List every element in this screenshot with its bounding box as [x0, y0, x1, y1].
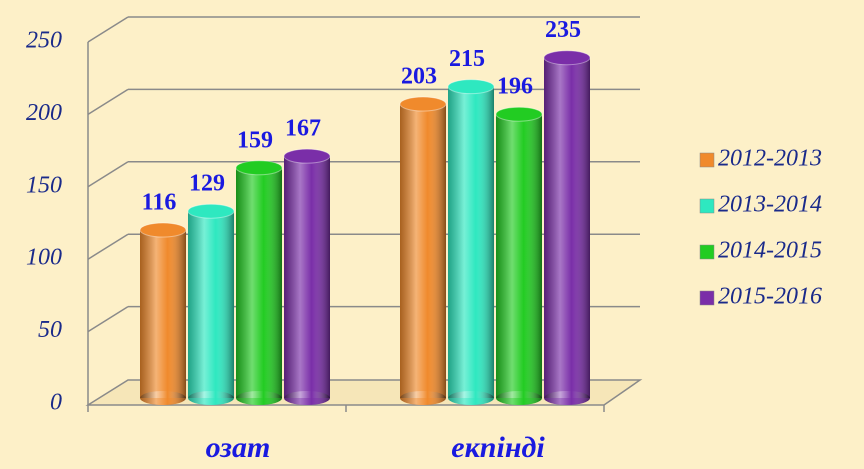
- value-label: 215: [449, 46, 485, 72]
- bar-shade: [236, 167, 282, 398]
- legend-swatch: [699, 244, 715, 260]
- value-label: 235: [545, 17, 581, 43]
- bar-shade: [544, 57, 590, 398]
- bar-shade: [140, 230, 186, 398]
- bar: [399, 96, 447, 405]
- bar: [447, 79, 495, 405]
- x-tick-label: екпінді: [451, 431, 545, 464]
- bar-shade: [188, 211, 234, 398]
- bar-shade: [448, 86, 494, 399]
- y-tick-label: 100: [26, 245, 62, 271]
- bar-bottom-shade: [236, 391, 282, 405]
- y-tick-label: 250: [26, 28, 62, 54]
- y-tick-label: 200: [26, 100, 62, 126]
- value-label: 159: [237, 127, 273, 153]
- legend-label: 2015-2016: [718, 284, 822, 310]
- bar-shade: [496, 114, 542, 398]
- value-label: 196: [497, 74, 533, 100]
- bar-bottom-shade: [140, 391, 186, 405]
- bar-top: [139, 222, 187, 238]
- bar: [543, 50, 591, 405]
- bar-bottom-shade: [544, 391, 590, 405]
- bar-top: [447, 79, 495, 95]
- value-label: 203: [401, 64, 437, 90]
- value-label: 167: [285, 116, 321, 142]
- grid-segment: [87, 16, 129, 43]
- bar-top: [399, 96, 447, 112]
- bar-bottom-shade: [448, 391, 494, 405]
- bar-top: [495, 106, 543, 122]
- bar-shade: [284, 156, 330, 398]
- bar-bottom-shade: [188, 391, 234, 405]
- bar: [187, 203, 235, 405]
- x-tick-label: озат: [206, 431, 271, 464]
- grid-line: [87, 16, 640, 43]
- y-tick-label: 50: [38, 317, 62, 343]
- bar: [235, 160, 283, 405]
- bar-top: [235, 160, 283, 176]
- bar-top: [187, 203, 235, 219]
- legend-swatch: [699, 290, 715, 306]
- y-tick-label: 0: [50, 390, 62, 416]
- legend-label: 2013-2014: [718, 192, 822, 218]
- value-label: 129: [189, 171, 225, 197]
- legend-label: 2014-2015: [718, 238, 822, 264]
- grid-segment: [87, 305, 129, 333]
- bar-bottom-shade: [496, 391, 542, 405]
- bar-top: [283, 148, 331, 164]
- legend-swatch: [699, 198, 715, 214]
- legend-label: 2012-2013: [718, 146, 822, 172]
- grid-segment: [87, 161, 129, 188]
- bar-top: [543, 50, 591, 66]
- legend-swatch: [699, 152, 715, 168]
- value-label: 116: [142, 190, 177, 216]
- grid-segment: [87, 233, 129, 260]
- grid-segment: [87, 88, 129, 116]
- bar-shade: [400, 104, 446, 398]
- bar-bottom-shade: [400, 391, 446, 405]
- bar: [495, 106, 543, 405]
- bar-bottom-shade: [284, 391, 330, 405]
- bar: [139, 222, 187, 405]
- bar: [283, 148, 331, 405]
- y-tick-label: 150: [26, 172, 62, 198]
